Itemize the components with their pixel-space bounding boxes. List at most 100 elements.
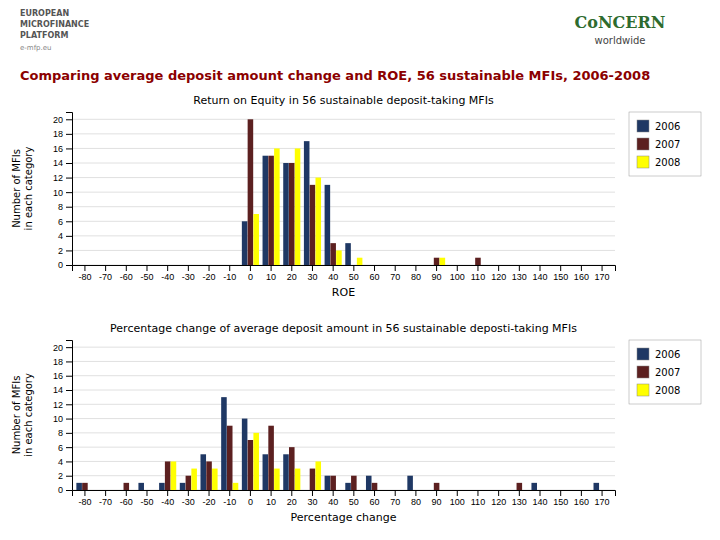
bar — [428, 490, 434, 491]
bar — [372, 483, 378, 490]
bar — [330, 476, 336, 490]
tick: 4 — [58, 457, 72, 467]
grid-line — [72, 192, 615, 193]
chart: -80-70-60-50-40-30-20-100102030405060708… — [11, 94, 701, 299]
tick-label: -60 — [120, 272, 133, 282]
bar — [144, 490, 150, 491]
tick-label: 40 — [328, 272, 338, 282]
grid-line — [72, 375, 615, 376]
tick-label: 130 — [512, 272, 527, 282]
bar — [552, 265, 558, 266]
tick-label: -10 — [223, 497, 236, 507]
tick: 60 — [370, 490, 380, 507]
legend-label: 2007 — [655, 367, 680, 378]
tick-mark — [250, 490, 251, 496]
tick: 70 — [390, 490, 400, 507]
tick: -70 — [99, 490, 112, 507]
tick: -50 — [140, 265, 153, 282]
tick-mark — [581, 265, 582, 271]
annotation: MICROFINANCE — [20, 20, 89, 29]
tick-label: 4 — [58, 457, 63, 467]
tick-mark — [66, 178, 72, 179]
bar — [378, 490, 384, 491]
tick: -60 — [120, 265, 133, 282]
tick-label: 10 — [266, 272, 276, 282]
tick-mark — [519, 265, 520, 271]
tick-label: -60 — [120, 497, 133, 507]
tick-mark — [66, 433, 72, 434]
bars — [242, 119, 481, 265]
grid-line — [72, 148, 615, 149]
tick-mark — [250, 265, 251, 271]
legend-entry: 2007 — [637, 138, 680, 150]
bar — [248, 119, 254, 265]
legend-swatch — [637, 138, 649, 150]
tick: 100 — [450, 490, 465, 507]
tick: 4 — [58, 231, 72, 241]
tick: 60 — [370, 265, 380, 282]
bar — [180, 265, 186, 266]
tick-label: 6 — [58, 443, 63, 453]
bar — [392, 265, 398, 266]
tick-mark — [66, 250, 72, 251]
tick: 150 — [553, 490, 568, 507]
bars — [76, 397, 599, 490]
tick-label: -40 — [161, 272, 174, 282]
bar — [118, 265, 124, 266]
tick-mark — [540, 265, 541, 271]
bar — [221, 265, 227, 266]
legend: 200620072008 — [629, 340, 701, 404]
bar — [138, 483, 144, 490]
bar — [449, 265, 455, 266]
x-axis: -80-70-60-50-40-30-20-100102030405060708… — [73, 490, 616, 507]
tick-label: 70 — [390, 272, 400, 282]
bar — [599, 265, 605, 266]
bar — [97, 490, 103, 491]
bar — [558, 265, 564, 266]
bar — [460, 490, 466, 491]
tick-mark — [105, 490, 106, 496]
tick-label: 160 — [574, 497, 589, 507]
tick: 150 — [553, 265, 568, 282]
bar — [599, 490, 605, 491]
bar — [449, 490, 455, 491]
tick-mark — [395, 490, 396, 496]
tick: 170 — [595, 265, 610, 282]
tick: 170 — [595, 490, 610, 507]
tick: -20 — [203, 265, 216, 282]
tick-label: 30 — [307, 497, 317, 507]
bar — [274, 148, 280, 265]
tick-label: 110 — [471, 497, 485, 507]
bar — [212, 469, 218, 490]
legend-swatch — [637, 366, 649, 378]
bar — [144, 265, 150, 266]
title: Comparing average deposit amount change … — [20, 68, 650, 83]
tick-label: 160 — [574, 272, 589, 282]
tick: 90 — [432, 490, 442, 507]
tick: 18 — [53, 357, 72, 367]
grid — [72, 119, 615, 265]
bar — [387, 490, 393, 491]
tick-label: 100 — [450, 497, 465, 507]
tick-mark — [519, 490, 520, 496]
grid-line — [72, 235, 615, 236]
legend-swatch — [637, 120, 649, 132]
axis-line — [73, 491, 616, 497]
tick-label: 170 — [595, 497, 610, 507]
bar — [76, 265, 82, 266]
bar — [564, 490, 570, 491]
tick-label: 2 — [58, 471, 63, 481]
tick-mark — [477, 490, 478, 496]
tick-mark — [188, 265, 189, 271]
tick-mark — [291, 490, 292, 496]
bar — [200, 265, 206, 266]
bar — [274, 469, 280, 490]
bar — [573, 490, 579, 491]
legend-entry: 2008 — [637, 384, 680, 396]
tick-label: -40 — [161, 497, 174, 507]
tick: -30 — [182, 490, 195, 507]
tick: -70 — [99, 265, 112, 282]
bar — [165, 265, 171, 266]
bar — [564, 265, 570, 266]
tick-label: 90 — [432, 272, 442, 282]
